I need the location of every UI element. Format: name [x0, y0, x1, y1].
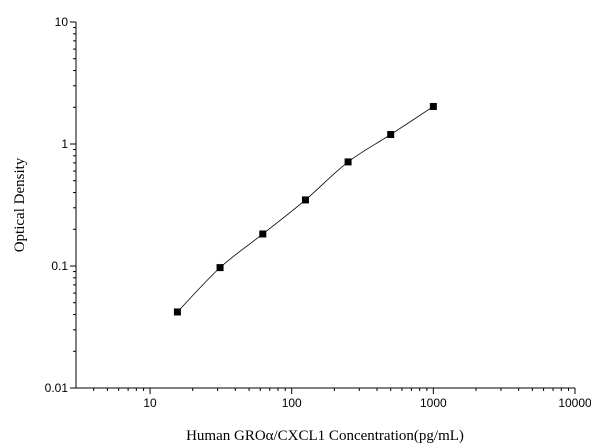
y-tick-label: 10: [55, 15, 69, 29]
y-tick-labels: 0.01 0.1 1 10: [45, 15, 69, 395]
data-point: [344, 158, 352, 166]
y-tick-label: 0.01: [45, 381, 69, 395]
x-tick-label: 1000: [420, 396, 447, 410]
y-axis-title: Optical Density: [12, 157, 28, 252]
data-point: [387, 131, 395, 139]
x-tick-label: 10: [143, 396, 157, 410]
data-point: [259, 230, 267, 238]
data-point: [216, 264, 224, 272]
y-tick-label: 0.1: [51, 259, 68, 273]
x-tick-label: 100: [282, 396, 302, 410]
y-tick-label: 1: [61, 137, 68, 151]
data-point: [301, 196, 309, 204]
data-points: [173, 102, 437, 316]
fit-curve: [177, 106, 434, 313]
x-axis-title: Human GROα/CXCL1 Concentration(pg/mL): [186, 428, 464, 444]
plot-frame: [75, 22, 575, 389]
data-point: [429, 102, 437, 110]
data-point: [173, 308, 181, 316]
y-ticks: [70, 21, 76, 389]
x-ticks: [93, 388, 576, 394]
x-tick-label: 10000: [558, 396, 591, 410]
x-tick-labels: 10 100 1000 10000: [143, 396, 591, 410]
